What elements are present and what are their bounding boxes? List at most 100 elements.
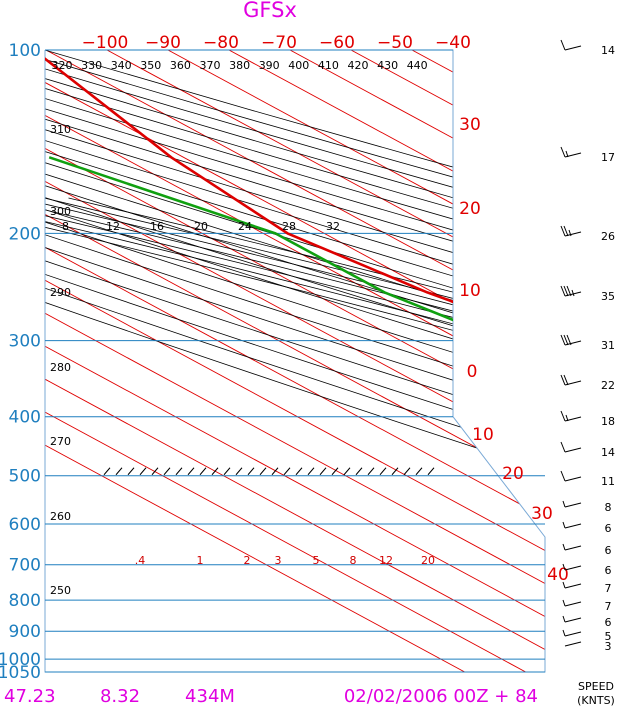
dry-adiabat-line (45, 50, 545, 672)
isotherm-line (472, 50, 545, 672)
dry-adiabat-line (45, 50, 545, 672)
theta-label: 350 (140, 59, 161, 72)
left-theta-label: 250 (50, 584, 71, 597)
isotherm-line (45, 50, 545, 672)
isotherm-line (45, 50, 545, 672)
theta-label: 440 (407, 59, 428, 72)
right-temp-label: 30 (459, 115, 481, 135)
lower-mix-label: 3 (275, 554, 282, 567)
dry-adiabat-line (45, 50, 545, 672)
theta-label: 330 (81, 59, 102, 72)
upper-mix-label: 8 (62, 220, 69, 233)
right-temp-label: 30 (531, 504, 553, 524)
wind-barb: 3 (564, 640, 612, 653)
wind-barb: 7 (562, 599, 612, 613)
plot-frame (44, 49, 546, 673)
pressure-tick-label: 500 (9, 467, 41, 487)
dry-adiabat-line (45, 50, 545, 672)
hatch-mark (199, 467, 207, 476)
wind-barb: 6 (562, 543, 612, 557)
top-temp-label: −50 (377, 33, 413, 53)
wind-speed-label: 14 (601, 446, 615, 459)
hatch-mark (307, 467, 315, 476)
wind-speed-label: 8 (605, 501, 612, 514)
isotherm-line (45, 50, 465, 672)
isotherm-line (45, 50, 545, 672)
wind-speed-label: 7 (605, 600, 612, 613)
wind-barb: 7 (562, 581, 612, 595)
theta-label: 420 (348, 59, 369, 72)
hatch-mark (379, 467, 387, 476)
pressure-tick-label: 800 (9, 591, 41, 611)
hatch-mark (355, 467, 363, 476)
dry-adiabat-line (45, 50, 545, 672)
isotherm-line (106, 50, 545, 672)
pressure-tick-label: 300 (9, 332, 41, 352)
left-theta-label: 280 (50, 361, 71, 374)
theta-label: 400 (288, 59, 309, 72)
left-theta-label: 270 (50, 435, 71, 448)
hatch-mark (235, 467, 243, 476)
wind-speed-label: 18 (601, 415, 615, 428)
isotherm-line (411, 50, 545, 672)
wind-barb: 14 (560, 39, 615, 57)
speed-unit-label: (KNTS) (577, 694, 615, 707)
right-temp-label: 20 (502, 464, 524, 484)
wind-speed-label: 6 (605, 522, 612, 535)
dry-adiabat-line (45, 50, 545, 672)
hatch-mark (187, 467, 195, 476)
top-temp-label: −100 (82, 33, 129, 53)
wind-speed-label: 17 (601, 151, 615, 164)
dry-adiabat-line (45, 50, 545, 672)
hatch-mark (271, 467, 279, 476)
wind-speed-label: 14 (601, 44, 615, 57)
dewpoint-profile (48, 156, 545, 633)
isotherm-line (228, 50, 545, 672)
upper-mix-label: 28 (282, 220, 296, 233)
pressure-tick-label: 600 (9, 515, 41, 535)
hatch-mark (151, 467, 159, 476)
wind-speed-label: 5 (605, 630, 612, 643)
top-temp-label: −40 (435, 33, 471, 53)
dry-adiabat-line (45, 50, 545, 672)
wind-speed-label: 6 (605, 544, 612, 557)
dry-adiabat-line (45, 50, 545, 672)
hatch-mark (415, 467, 423, 476)
dry-adiabat-line (45, 50, 545, 672)
left-theta-label: 290 (50, 286, 71, 299)
pressure-tick-label: 900 (9, 622, 41, 642)
wind-speed-label: 6 (605, 564, 612, 577)
wind-barb: 18 (560, 410, 615, 428)
isotherm-line (45, 50, 545, 672)
wind-barb: 5 (562, 629, 612, 643)
theta-label: 390 (259, 59, 280, 72)
dry-adiabat-line (45, 50, 545, 672)
wind-barb: 31 (560, 334, 615, 352)
dry-adiabat-line (45, 50, 545, 672)
wind-speed-label: 6 (605, 616, 612, 629)
temperature-profile (45, 50, 545, 634)
right-temp-label: 10 (459, 281, 481, 301)
upper-mix-label: 32 (326, 220, 340, 233)
dry-adiabat-line (45, 50, 545, 672)
lower-mix-label: 5 (313, 554, 320, 567)
pressure-tick-label: 700 (9, 556, 41, 576)
wind-speed-label: 3 (605, 640, 612, 653)
hatch-mark (247, 467, 255, 476)
top-temp-label: −70 (261, 33, 297, 53)
isotherm-line (45, 50, 545, 672)
hatch-mark (163, 467, 171, 476)
wind-speed-label: 7 (605, 582, 612, 595)
top-temp-label: −80 (203, 33, 239, 53)
top-temp-label: −90 (145, 33, 181, 53)
lower-mix-label: 1 (197, 554, 204, 567)
left-theta-label: 310 (50, 123, 71, 136)
dry-adiabat-line (45, 50, 545, 672)
wind-barb: 35 (560, 285, 615, 303)
pressure-tick-label: 1050 (0, 663, 41, 683)
wind-speed-label: 26 (601, 230, 615, 243)
isotherm-line (45, 50, 545, 672)
right-temp-label: 20 (459, 199, 481, 219)
